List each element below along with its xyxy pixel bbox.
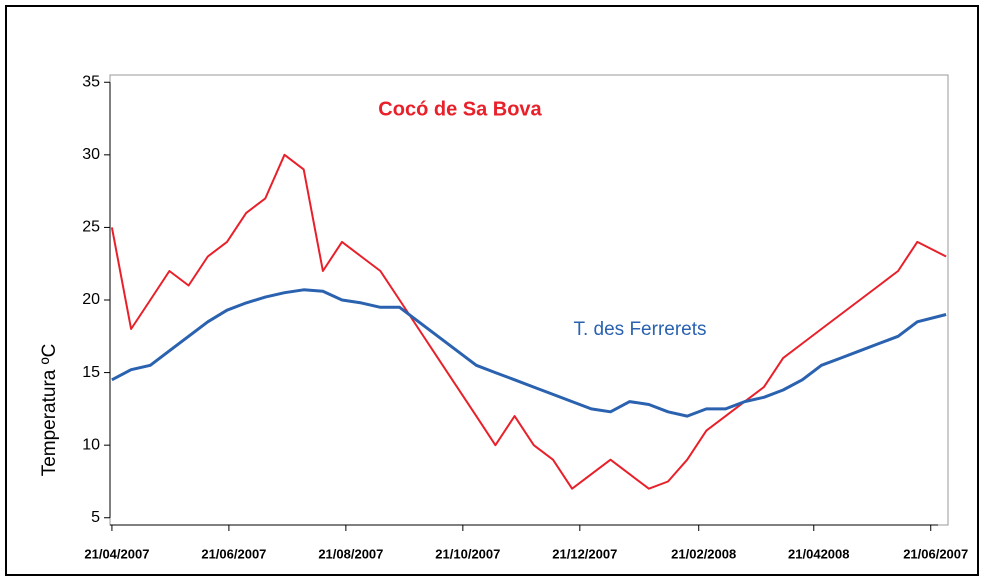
series-label: Cocó de Sa Bova: [378, 98, 542, 120]
y-tick-label: 35: [82, 73, 100, 90]
y-tick-label: 30: [82, 146, 100, 163]
x-tick-label: 21/04/2007: [84, 546, 149, 561]
y-axis-label: Temperatura ºC: [39, 344, 60, 477]
outer-frame: [5, 5, 979, 576]
series-line: [110, 153, 947, 490]
y-tick-label: 5: [91, 509, 100, 526]
x-tick-label: 21/12/2007: [552, 546, 617, 561]
x-tick-label: 21/042008: [788, 546, 849, 561]
series-line: [111, 288, 947, 418]
x-tick-label: 21/06/2007: [201, 546, 266, 561]
y-tick-label: 15: [82, 364, 100, 381]
x-tick-label: 21/02/2008: [671, 546, 736, 561]
x-tick-label: 21/08/2007: [318, 546, 383, 561]
y-tick-label: 10: [82, 436, 100, 453]
x-tick-label: 21/10/2007: [435, 546, 500, 561]
x-tick-label: 21/06/2007: [903, 546, 968, 561]
series-label: T. des Ferrerets: [573, 319, 706, 340]
y-tick-label: 20: [82, 291, 100, 308]
y-tick-label: 25: [82, 219, 100, 236]
